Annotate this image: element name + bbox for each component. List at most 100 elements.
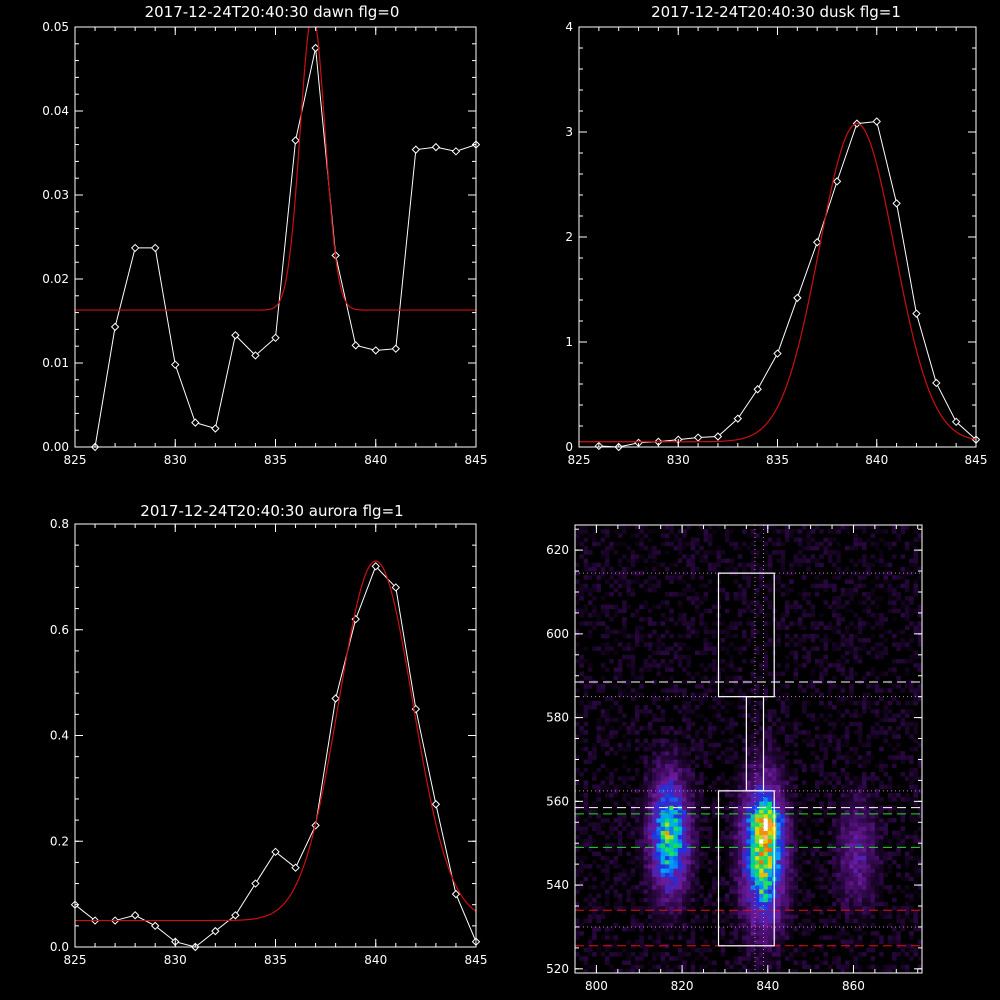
image-pixel <box>789 587 794 593</box>
image-pixel <box>862 784 867 790</box>
image-pixel <box>789 529 794 534</box>
image-pixel <box>583 658 589 664</box>
image-pixel <box>729 818 734 823</box>
image-pixel <box>887 587 893 593</box>
image-pixel <box>874 834 880 840</box>
image-pixel <box>750 889 756 894</box>
image-pixel <box>797 855 803 861</box>
image-pixel <box>647 818 653 823</box>
image-pixel <box>575 600 580 605</box>
image-pixel <box>579 525 584 530</box>
image-pixel <box>776 642 781 647</box>
image-pixel <box>767 671 773 677</box>
image-pixel <box>759 893 764 898</box>
image-pixel <box>682 746 687 752</box>
image-pixel <box>669 608 674 614</box>
image-pixel <box>742 776 747 781</box>
image-pixel <box>634 767 640 773</box>
image-pixel <box>870 533 876 538</box>
image-pixel <box>677 600 683 605</box>
image-pixel <box>892 906 897 911</box>
image-pixel <box>634 696 640 702</box>
image-pixel <box>857 847 863 852</box>
image-pixel <box>862 834 867 840</box>
image-pixel <box>626 956 631 961</box>
image-pixel <box>892 554 897 559</box>
image-pixel <box>819 947 824 953</box>
image-pixel <box>784 776 790 781</box>
image-pixel <box>879 880 884 886</box>
image-pixel <box>596 901 601 907</box>
image-pixel <box>634 717 640 723</box>
image-pixel <box>789 772 794 777</box>
image-pixel <box>634 885 640 890</box>
image-pixel <box>682 617 687 622</box>
image-pixel <box>669 755 674 760</box>
image-pixel <box>892 792 897 798</box>
image-pixel <box>677 658 683 664</box>
image-pixel <box>703 939 709 944</box>
image-pixel <box>797 868 803 873</box>
image-pixel <box>840 868 846 873</box>
image-pixel <box>742 876 747 882</box>
image-pixel <box>746 767 751 773</box>
dusk-data-point <box>812 238 822 247</box>
image-pixel <box>737 893 743 898</box>
image-pixel <box>720 839 726 844</box>
image-pixel <box>609 859 614 865</box>
image-pixel <box>759 872 764 877</box>
image-pixel <box>879 843 884 848</box>
image-pixel <box>656 705 661 710</box>
image-pixel <box>660 931 666 936</box>
image-pixel <box>874 700 880 706</box>
image-pixel <box>904 964 910 970</box>
image-pixel <box>832 529 837 534</box>
image-pixel <box>626 968 631 974</box>
image-pixel <box>862 792 867 798</box>
image-pixel <box>677 537 683 543</box>
image-pixel <box>639 725 644 731</box>
image-pixel <box>746 947 751 953</box>
image-pixel <box>763 960 769 965</box>
image-pixel <box>617 658 623 664</box>
image-pixel <box>763 964 769 970</box>
image-pixel <box>626 952 631 957</box>
image-pixel <box>643 600 649 605</box>
image-pixel <box>793 730 799 735</box>
image-pixel <box>652 910 657 915</box>
image-pixel <box>656 801 661 806</box>
image-pixel <box>694 784 700 790</box>
image-pixel <box>742 596 747 601</box>
image-pixel <box>656 926 661 932</box>
image-pixel <box>776 851 781 857</box>
image-pixel <box>694 897 700 903</box>
image-pixel <box>682 964 687 970</box>
image-pixel <box>686 876 691 882</box>
image-pixel <box>853 746 859 752</box>
image-pixel <box>737 675 743 681</box>
image-pixel <box>776 742 781 748</box>
image-pixel <box>729 730 734 735</box>
image-pixel <box>746 575 751 580</box>
dusk-fit-line <box>579 122 976 443</box>
image-pixel <box>699 663 704 668</box>
image-pixel <box>862 642 867 647</box>
image-pixel <box>712 529 717 534</box>
image-pixel <box>767 935 773 940</box>
image-pixel <box>780 876 786 882</box>
image-pixel <box>703 834 709 840</box>
image-pixel <box>716 776 721 781</box>
image-pixel <box>733 742 739 748</box>
image-pixel <box>862 922 867 928</box>
image-pixel <box>656 830 661 836</box>
image-pixel <box>857 537 863 543</box>
image-pixel <box>724 679 730 685</box>
image-pixel <box>767 922 773 928</box>
image-pixel <box>879 939 884 944</box>
image-pixel <box>575 918 580 924</box>
image-pixel <box>819 868 824 873</box>
image-pixel <box>647 914 653 919</box>
image-pixel <box>874 839 880 844</box>
image-pixel <box>832 587 837 593</box>
image-pixel <box>806 910 811 915</box>
